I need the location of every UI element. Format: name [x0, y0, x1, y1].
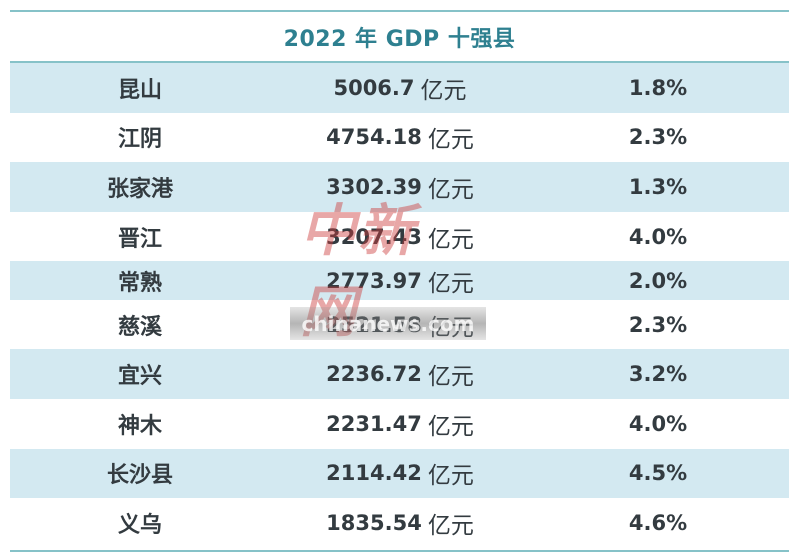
gdp-unit: 亿元 — [427, 270, 474, 297]
table-row: 义乌 1835.54 亿元 4.6% — [10, 498, 789, 548]
gdp-value: 3207.43 亿元 — [310, 212, 490, 262]
gdp-value: 4754.18 亿元 — [310, 113, 490, 163]
gdp-value: 1835.54 亿元 — [310, 498, 490, 548]
growth-rate: 4.6% — [628, 511, 688, 536]
county-name: 义乌 — [117, 513, 162, 539]
gdp-unit: 亿元 — [427, 413, 474, 440]
gdp-unit: 亿元 — [427, 513, 474, 540]
county-name: 晋江 — [117, 226, 162, 252]
table-row: 常熟 2773.97 亿元 2.0% — [10, 261, 789, 301]
gdp-number: 2521.58 — [326, 312, 422, 337]
gdp-number: 4754.18 — [326, 125, 422, 150]
growth-rate: 2.3% — [628, 312, 688, 337]
county-name: 江阴 — [117, 127, 162, 153]
gdp-value: 3302.39 亿元 — [310, 162, 490, 212]
growth-rate: 2.0% — [628, 268, 688, 293]
gdp-ranking-table: 2022 年 GDP 十强县 昆山 5006.7 亿元 1.8% 江阴 4754.… — [10, 10, 789, 548]
gdp-value: 2231.47 亿元 — [310, 399, 490, 449]
gdp-number: 2114.42 — [326, 461, 422, 486]
gdp-number: 3207.43 — [326, 224, 422, 249]
table-title-row: 2022 年 GDP 十强县 — [10, 12, 789, 63]
growth-rate: 4.0% — [628, 224, 688, 249]
gdp-unit: 亿元 — [427, 364, 474, 391]
gdp-number: 2236.72 — [326, 362, 422, 387]
gdp-value: 2521.58 亿元 — [310, 300, 490, 349]
table-row: 宜兴 2236.72 亿元 3.2% — [10, 349, 789, 399]
table-row: 江阴 4754.18 亿元 2.3% — [10, 113, 789, 163]
county-name: 长沙县 — [106, 463, 173, 489]
table-row: 昆山 5006.7 亿元 1.8% — [10, 63, 789, 113]
county-name: 常熟 — [117, 270, 162, 296]
gdp-number: 5006.7 — [333, 75, 415, 100]
gdp-value: 2114.42 亿元 — [310, 449, 490, 499]
gdp-value: 2236.72 亿元 — [310, 349, 490, 399]
county-name: 宜兴 — [117, 364, 162, 390]
gdp-unit: 亿元 — [427, 463, 474, 490]
growth-rate: 1.3% — [628, 174, 688, 199]
gdp-unit: 亿元 — [427, 176, 474, 203]
gdp-unit: 亿元 — [420, 77, 467, 104]
gdp-number: 2773.97 — [326, 268, 422, 293]
gdp-value: 5006.7 亿元 — [310, 63, 490, 113]
county-name: 神木 — [117, 413, 162, 439]
growth-rate: 3.2% — [628, 362, 688, 387]
county-name: 昆山 — [117, 77, 162, 103]
gdp-value: 2773.97 亿元 — [310, 261, 490, 300]
table-row: 神木 2231.47 亿元 4.0% — [10, 399, 789, 449]
table-row: 晋江 3207.43 亿元 4.0% — [10, 212, 789, 262]
table-row: 慈溪 2521.58 亿元 2.3% — [10, 300, 789, 349]
gdp-unit: 亿元 — [427, 226, 474, 253]
county-name: 慈溪 — [117, 314, 162, 340]
gdp-number: 1835.54 — [326, 511, 422, 536]
table-row: 长沙县 2114.42 亿元 4.5% — [10, 448, 789, 499]
county-name: 张家港 — [106, 176, 173, 202]
growth-rate: 1.8% — [628, 75, 688, 100]
table-title: 2022 年 GDP 十强县 — [283, 26, 516, 52]
growth-rate: 2.3% — [628, 125, 688, 150]
gdp-unit: 亿元 — [427, 314, 474, 341]
growth-rate: 4.5% — [628, 461, 688, 486]
table-bottom-border — [10, 550, 789, 552]
gdp-number: 3302.39 — [326, 174, 422, 199]
gdp-number: 2231.47 — [326, 411, 422, 436]
table-row: 张家港 3302.39 亿元 1.3% — [10, 162, 789, 212]
gdp-unit: 亿元 — [427, 127, 474, 154]
growth-rate: 4.0% — [628, 411, 688, 436]
